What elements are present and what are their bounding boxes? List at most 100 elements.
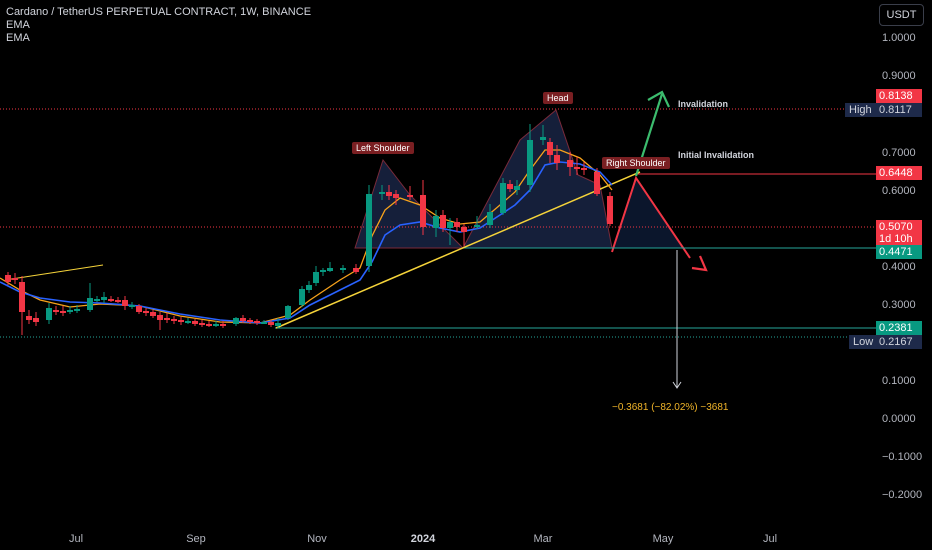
candle-body — [101, 297, 107, 300]
candle-body — [254, 321, 260, 323]
price-label-0238: 0.2381 — [876, 321, 922, 335]
low-value-label: 0.2167 — [876, 335, 922, 349]
candle-body — [540, 137, 546, 140]
candle-body — [206, 324, 212, 326]
projection-line — [611, 175, 691, 259]
candle-body — [192, 321, 198, 324]
indicator-ema-1[interactable]: EMA — [6, 19, 30, 31]
candle-body — [554, 155, 560, 163]
x-tick: Nov — [307, 533, 327, 545]
candle-body — [19, 282, 25, 312]
candle-body — [213, 324, 219, 326]
candle-body — [594, 172, 600, 194]
candle-body — [393, 194, 399, 198]
y-tick: 0.7000 — [882, 147, 916, 159]
candle-body — [185, 321, 191, 323]
indicator-ema-2[interactable]: EMA — [6, 32, 30, 44]
currency-button[interactable]: USDT — [879, 4, 924, 26]
x-tick: Jul — [68, 533, 84, 545]
head-label[interactable]: Head — [543, 92, 573, 104]
measure-label: −0.3681 (−82.02%) −3681 — [612, 402, 729, 413]
right-shoulder-label[interactable]: Right Shoulder — [602, 157, 670, 169]
candle-body — [420, 195, 426, 227]
trendline-early — [4, 264, 104, 281]
candle-body — [164, 318, 170, 320]
candles-group — [5, 124, 613, 335]
candle-body — [447, 222, 453, 228]
candle-body — [386, 192, 392, 196]
candle-body — [607, 196, 613, 224]
candle-body — [129, 305, 135, 307]
x-tick: Jul — [762, 533, 778, 545]
y-tick: 0.6000 — [882, 185, 916, 197]
candle-body — [108, 299, 114, 301]
x-tick: Sep — [186, 533, 206, 545]
candle-body — [340, 268, 346, 270]
candle-body — [500, 183, 506, 213]
candle-body — [527, 140, 533, 185]
candle-body — [320, 270, 326, 272]
candle-body — [67, 310, 73, 312]
candle-body — [94, 299, 100, 301]
candle-body — [574, 167, 580, 169]
candle-body — [514, 186, 520, 190]
invalidation-label[interactable]: Invalidation — [678, 99, 729, 109]
x-tick: Mar — [533, 533, 553, 545]
candle-body — [60, 311, 66, 313]
candle-body — [474, 225, 480, 227]
candle-body — [143, 311, 149, 313]
y-tick: −0.1000 — [882, 451, 923, 463]
invalidation-arrow-head — [647, 90, 670, 108]
high-tag: High — [845, 103, 876, 117]
candle-body — [306, 285, 312, 290]
candle-body — [366, 194, 372, 266]
x-tick: May — [652, 533, 674, 545]
candle-body — [433, 216, 439, 228]
candle-body — [407, 195, 413, 197]
left-shoulder-label[interactable]: Left Shoulder — [352, 142, 414, 154]
candle-body — [547, 142, 553, 155]
candle-body — [507, 184, 513, 189]
projection-shape — [612, 178, 684, 248]
candle-body — [261, 322, 267, 324]
y-tick: 0.9000 — [882, 70, 916, 82]
target-arrow-head — [691, 255, 708, 272]
high-value-label: 0.8117 — [876, 103, 922, 117]
chart-title: Cardano / TetherUS PERPETUAL CONTRACT, 1… — [6, 6, 312, 18]
candle-body — [53, 310, 59, 312]
candle-body — [285, 306, 291, 318]
candle-body — [461, 227, 467, 232]
candle-body — [353, 268, 359, 272]
candle-body — [440, 215, 446, 228]
candle-body — [268, 322, 274, 325]
candle-body — [199, 323, 205, 325]
candle-body — [313, 272, 319, 283]
candle-body — [299, 289, 305, 305]
candle-body — [5, 275, 11, 282]
y-tick: 1.0000 — [882, 32, 916, 44]
price-label-0507: 0.5070 — [876, 220, 922, 234]
candle-body — [157, 315, 163, 320]
low-tag: Low — [849, 335, 878, 349]
candle-body — [454, 222, 460, 227]
initial-invalidation-label[interactable]: Initial Invalidation — [678, 150, 755, 160]
candle-body — [247, 320, 253, 322]
candle-body — [581, 168, 587, 170]
candle-body — [115, 300, 121, 302]
y-tick: −0.2000 — [882, 489, 923, 501]
candle-body — [122, 300, 128, 306]
candle-body — [487, 212, 493, 225]
candle-body — [150, 312, 156, 316]
countdown-label: 1d 10h — [876, 232, 922, 246]
price-label-0447: 0.4471 — [876, 245, 922, 259]
y-tick: 0.3000 — [882, 299, 916, 311]
candle-body — [87, 298, 93, 310]
candle-body — [567, 160, 573, 167]
candle-body — [171, 319, 177, 321]
y-tick: 0.0000 — [882, 413, 916, 425]
y-tick: 0.4000 — [882, 261, 916, 273]
candle-body — [220, 324, 226, 326]
measure-arrow — [672, 381, 682, 389]
chart-header: Cardano / TetherUS PERPETUAL CONTRACT, 1… — [6, 6, 311, 45]
